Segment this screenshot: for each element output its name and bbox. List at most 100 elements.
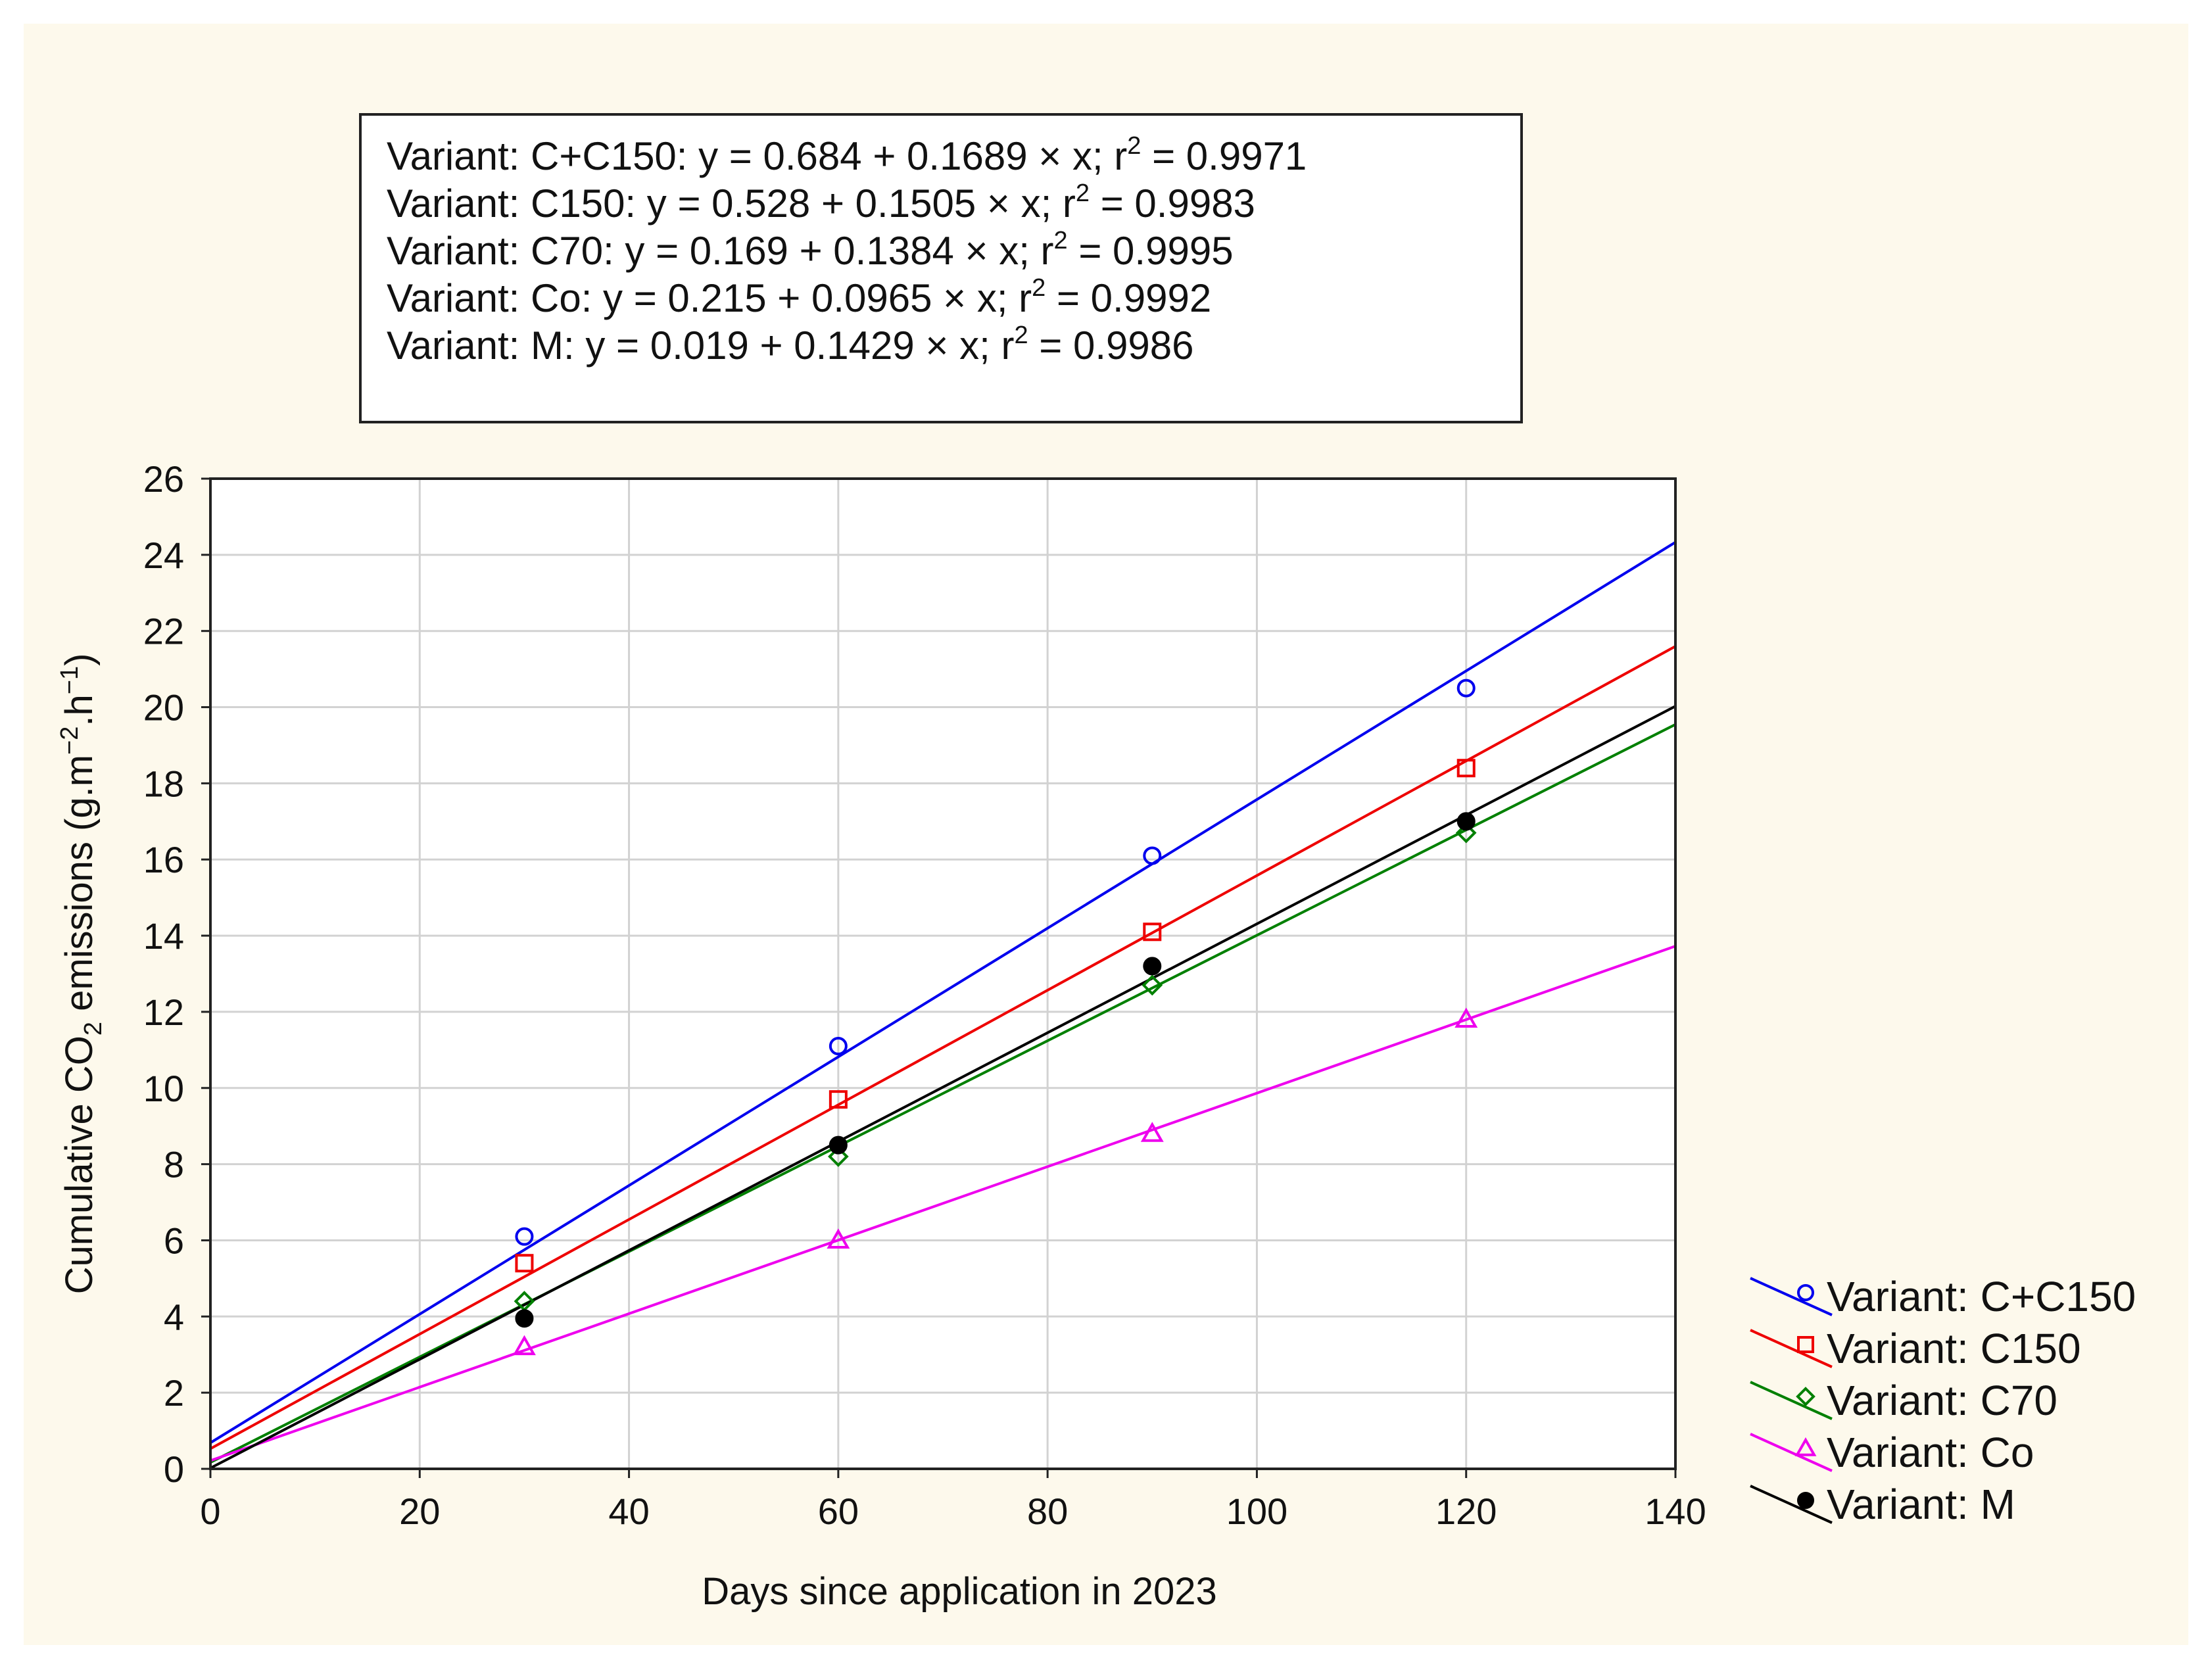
- y-tick-label: 8: [164, 1144, 184, 1185]
- equation-superscript: 2: [1076, 179, 1090, 207]
- y-tick-label: 18: [143, 763, 184, 804]
- equation-superscript: 2: [1054, 227, 1068, 254]
- equation-text: Variant: C150: y = 0.528 + 0.1505 × x; r: [387, 181, 1076, 226]
- fit-line: [210, 645, 1676, 1450]
- y-tick-label: 20: [143, 687, 184, 729]
- data-point: [515, 1254, 534, 1273]
- x-axis-title: Days since application in 2023: [702, 1570, 1216, 1613]
- data-point: [827, 1228, 850, 1249]
- equation-superscript: 2: [1032, 274, 1046, 302]
- legend-marker: [1796, 1387, 1815, 1406]
- legend-item: Variant: C70: [1750, 1377, 2057, 1424]
- legend-item: Variant: C+C150: [1750, 1273, 2136, 1320]
- data-point: [1455, 822, 1477, 844]
- equation-line: Variant: M: y = 0.019 + 0.1429 × x; r2 =…: [387, 322, 1193, 368]
- x-tick-label: 20: [399, 1491, 440, 1532]
- data-point: [1142, 974, 1163, 996]
- y-tick-label: 24: [143, 535, 184, 576]
- legend-line: [1750, 1381, 1833, 1420]
- legend-label: Variant: C70: [1827, 1377, 2057, 1424]
- y-axis-title-middle: emissions (g.m: [58, 755, 101, 1022]
- y-tick-label: 4: [164, 1296, 184, 1337]
- y-tick-label: 14: [143, 915, 184, 957]
- legend-label: Variant: C150: [1827, 1325, 2081, 1372]
- legend-label: Variant: M: [1827, 1481, 2015, 1528]
- legend-line: [1750, 1277, 1833, 1316]
- legend-item: Variant: C150: [1750, 1325, 2081, 1372]
- legend-line: [1750, 1433, 1833, 1472]
- y-tick-label: 16: [143, 839, 184, 880]
- legend-item: Variant: M: [1750, 1481, 2015, 1528]
- y-axis-title-subscript: 2: [80, 1022, 107, 1036]
- equation-box: Variant: C+C150: y = 0.684 + 0.1689 × x;…: [359, 113, 1523, 423]
- grid-group: [210, 479, 1675, 1469]
- data-point: [1143, 846, 1162, 865]
- plot-area: [210, 479, 1675, 1469]
- fit-line: [210, 945, 1676, 1462]
- data-point: [829, 1090, 848, 1109]
- x-tick-label: 120: [1435, 1491, 1497, 1532]
- data-point: [1455, 1007, 1478, 1028]
- equation-line: Variant: C+C150: y = 0.684 + 0.1689 × x;…: [387, 132, 1307, 178]
- equations-group: Variant: C+C150: y = 0.684 + 0.1689 × x;…: [387, 132, 1307, 368]
- x-tick-label: 0: [200, 1491, 220, 1532]
- data-point: [829, 1037, 848, 1056]
- legend-marker: [1797, 1336, 1814, 1353]
- data-point: [829, 1135, 848, 1155]
- equation-text: Variant: M: y = 0.019 + 0.1429 × x; r: [387, 323, 1014, 368]
- data-point: [828, 1146, 849, 1167]
- equation-text: Variant: C+C150: y = 0.684 + 0.1689 × x;…: [387, 134, 1127, 178]
- y-axis-title-prefix: Cumulative CO: [58, 1036, 101, 1294]
- y-tick-label: 6: [164, 1220, 184, 1261]
- data-point: [1140, 1122, 1164, 1142]
- data-point: [512, 1335, 536, 1356]
- y-axis-title: Cumulative CO2 emissions (g.m−2.h−1): [56, 654, 107, 1295]
- fit-lines-group: [209, 541, 1677, 1469]
- equation-superscript: 2: [1014, 322, 1028, 349]
- y-axis-title-suffix: ): [58, 654, 101, 666]
- y-tick-label: 26: [143, 458, 184, 500]
- plot-frame: [209, 477, 1677, 1470]
- x-tick-label: 40: [608, 1491, 649, 1532]
- x-tick-label: 140: [1645, 1491, 1706, 1532]
- fit-line: [210, 723, 1676, 1464]
- equation-superscript: 2: [1127, 132, 1141, 160]
- legend-marker: [1794, 1437, 1817, 1456]
- equation-line: Variant: C150: y = 0.528 + 0.1505 × x; r…: [387, 179, 1255, 226]
- equation-text: Variant: C70: y = 0.169 + 0.1384 × x; r: [387, 229, 1054, 273]
- y-axis-title-superscript-1: −2: [56, 727, 84, 755]
- y-tick-label: 10: [143, 1068, 184, 1109]
- equation-line: Variant: C70: y = 0.169 + 0.1384 × x; r2…: [387, 227, 1234, 273]
- fit-line: [209, 541, 1677, 1445]
- x-tick-label: 100: [1226, 1491, 1287, 1532]
- markers-group: [512, 679, 1478, 1356]
- legend: Variant: C+C150 Variant: C150 Variant: C70…: [1750, 1273, 2136, 1528]
- data-point: [1456, 759, 1476, 778]
- y-axis-title-superscript-2: −1: [56, 666, 84, 694]
- equation-r2: = 0.9986: [1028, 323, 1194, 368]
- x-tick-label: 60: [818, 1491, 859, 1532]
- data-point: [515, 1309, 534, 1328]
- legend-label: Variant: C+C150: [1827, 1273, 2136, 1320]
- legend-marker: [1797, 1284, 1814, 1301]
- equation-r2: = 0.9983: [1090, 181, 1255, 226]
- y-tick-label: 12: [143, 991, 184, 1033]
- y-tick-label: 0: [164, 1448, 184, 1490]
- x-tick-label: 80: [1027, 1491, 1068, 1532]
- equation-r2: = 0.9971: [1141, 134, 1307, 178]
- data-point: [1456, 812, 1476, 831]
- y-tick-label: 22: [143, 611, 184, 652]
- data-point: [1143, 957, 1162, 976]
- equation-box-frame: [359, 113, 1523, 423]
- y-tick-label: 2: [164, 1372, 184, 1414]
- equation-line: Variant: Co: y = 0.215 + 0.0965 × x; r2 …: [387, 274, 1211, 320]
- y-axis-title-middle-2: .h: [58, 694, 101, 726]
- equation-text: Variant: Co: y = 0.215 + 0.0965 × x; r: [387, 276, 1032, 320]
- legend-label: Variant: Co: [1827, 1429, 2034, 1476]
- legend-line: [1750, 1329, 1833, 1368]
- equation-r2: = 0.9995: [1068, 229, 1234, 273]
- data-point: [1143, 922, 1162, 942]
- equation-r2: = 0.9992: [1046, 276, 1211, 320]
